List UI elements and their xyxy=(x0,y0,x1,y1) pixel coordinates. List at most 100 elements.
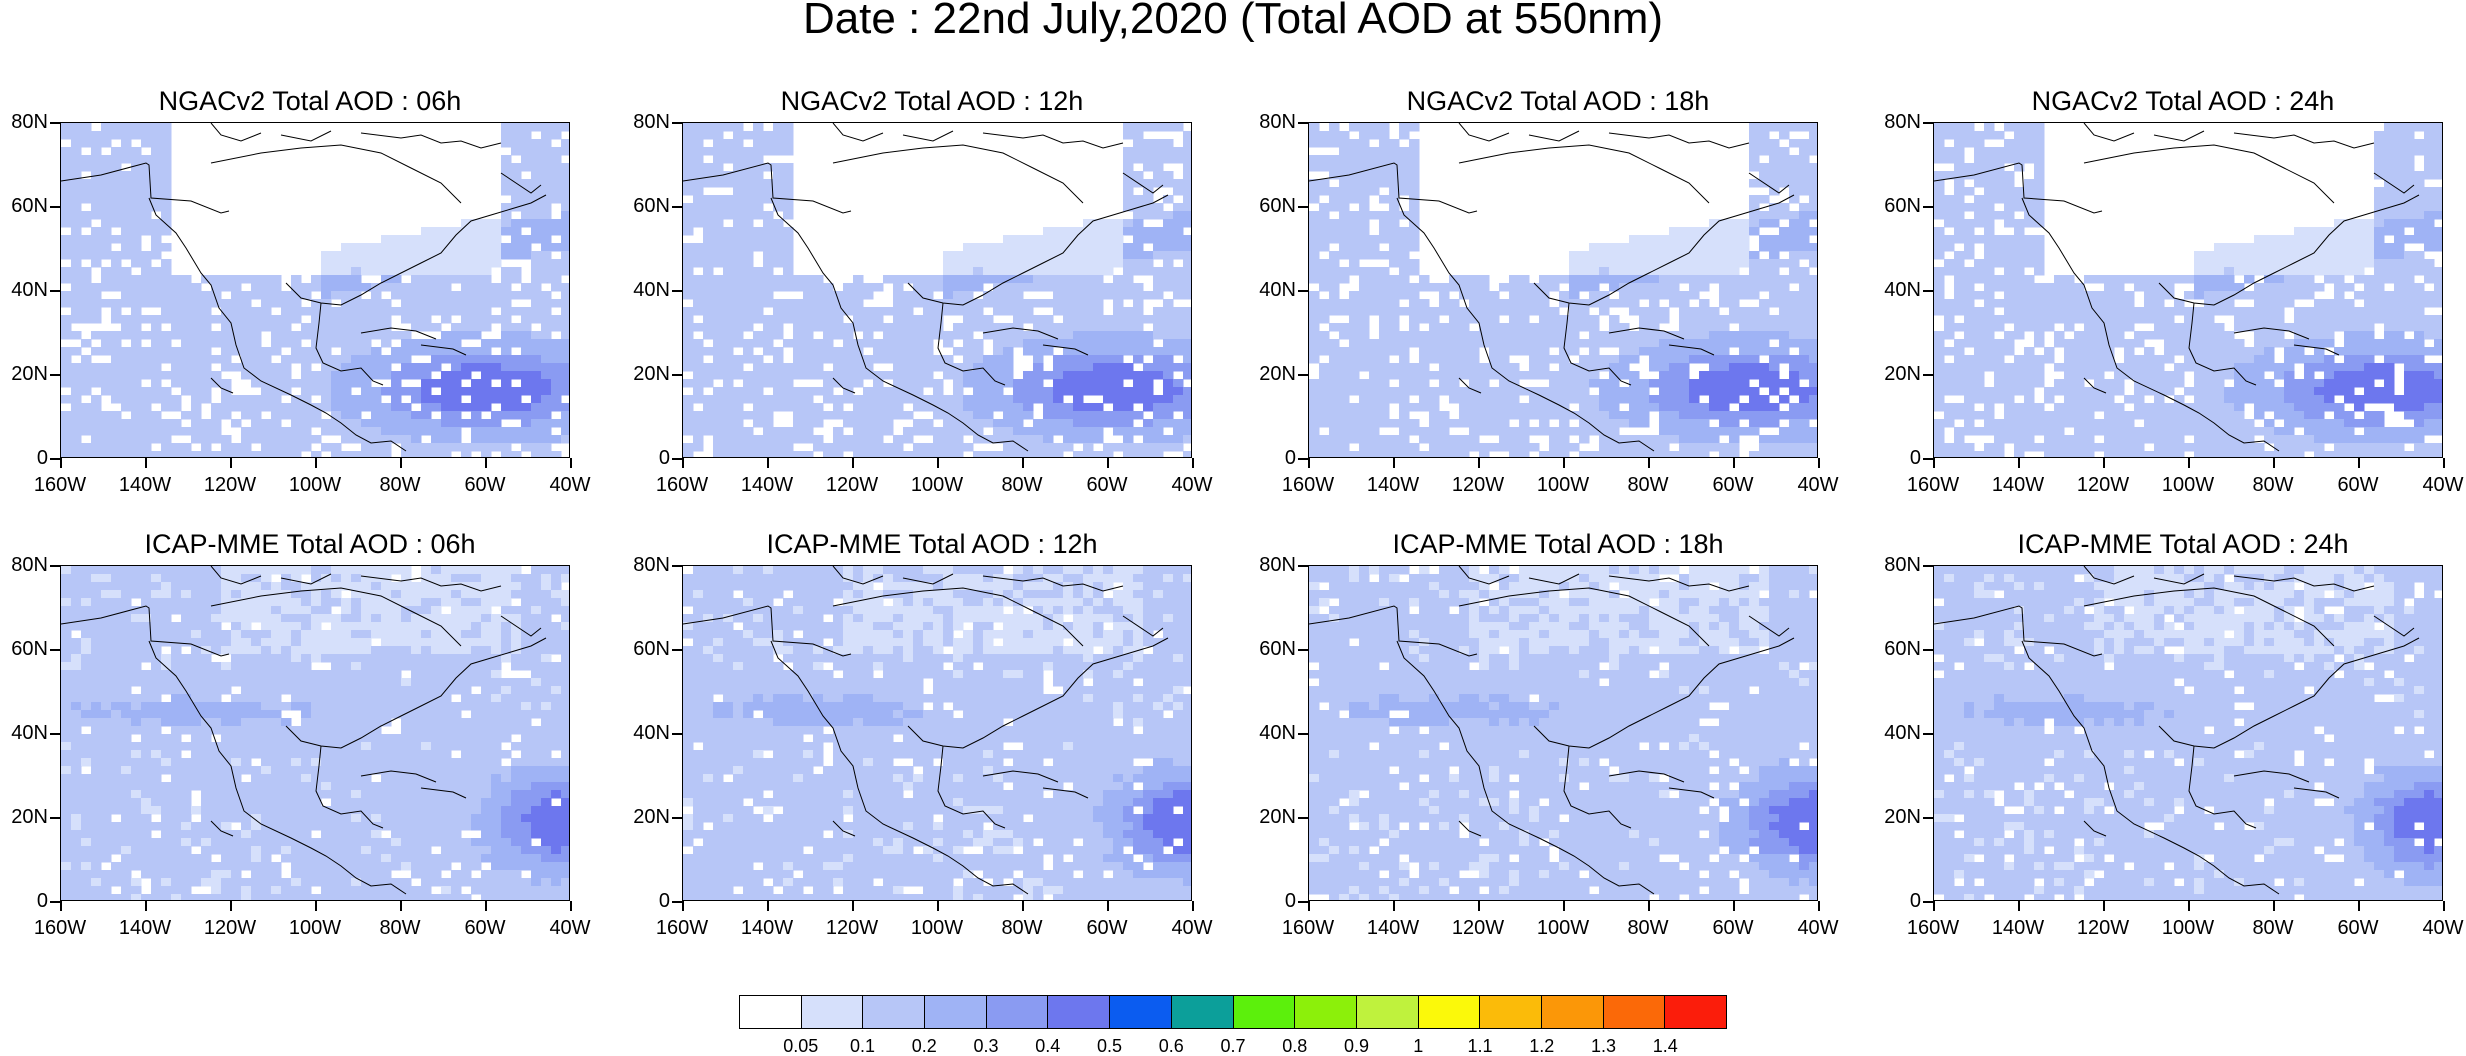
x-tick xyxy=(485,901,487,911)
y-tick-label: 0 xyxy=(36,890,48,912)
map-panel: ICAP-MME Total AOD : 06h 80N 60N 40N 20N 0 160… xyxy=(0,527,620,1007)
y-tick-label: 40N xyxy=(1884,279,1921,301)
x-tick-label: 40W xyxy=(2422,474,2464,496)
colorbar-label: 0.6 xyxy=(1158,1036,1184,1056)
x-tick xyxy=(2018,458,2020,468)
panel-title: NGACv2 Total AOD : 06h xyxy=(158,86,462,116)
y-tick-label: 60N xyxy=(633,195,670,217)
x-tick xyxy=(485,458,487,468)
x-tick-label: 140W xyxy=(118,917,172,939)
colorbar-cell xyxy=(1233,996,1296,1028)
y-tick xyxy=(1298,374,1308,376)
y-tick-label: 20N xyxy=(633,806,670,828)
y-tick xyxy=(1923,374,1933,376)
y-tick-label: 0 xyxy=(1284,447,1296,469)
coastline xyxy=(1934,123,2420,452)
y-tick-label: 80N xyxy=(633,111,670,133)
colorbar-cell xyxy=(740,996,802,1028)
y-tick-label: 80N xyxy=(1259,111,1296,133)
colorbar xyxy=(739,995,1727,1029)
y-tick xyxy=(672,374,682,376)
aod-map-svg xyxy=(683,566,1191,900)
coastline xyxy=(1934,566,2420,895)
x-tick-label: 80W xyxy=(379,474,421,496)
x-tick xyxy=(230,458,232,468)
x-tick-label: 140W xyxy=(1366,917,1420,939)
x-tick xyxy=(852,901,854,911)
y-tick-label: 40N xyxy=(633,722,670,744)
y-tick-label: 60N xyxy=(1259,638,1296,660)
x-tick xyxy=(145,901,147,911)
x-tick xyxy=(2188,458,2190,468)
x-tick xyxy=(2443,458,2445,468)
y-tick-label: 80N xyxy=(11,554,48,576)
map-panel: NGACv2 Total AOD : 18h 80N 60N 40N 20N 0 160W 1… xyxy=(1248,84,1868,564)
y-tick-label: 60N xyxy=(633,638,670,660)
x-tick-label: 120W xyxy=(1451,474,1505,496)
x-tick xyxy=(1393,901,1395,911)
x-tick xyxy=(2443,901,2445,911)
x-tick-label: 160W xyxy=(33,917,87,939)
y-tick xyxy=(1298,649,1308,651)
y-tick xyxy=(1298,901,1308,903)
colorbar-label: 1.1 xyxy=(1467,1036,1493,1056)
y-tick-label: 20N xyxy=(1884,363,1921,385)
colorbar-cell xyxy=(863,996,926,1028)
x-tick xyxy=(1563,901,1565,911)
colorbar-cell xyxy=(1603,996,1666,1028)
x-tick xyxy=(1308,458,1310,468)
x-tick-label: 120W xyxy=(203,474,257,496)
x-tick-label: 160W xyxy=(1906,474,1960,496)
panel-title: NGACv2 Total AOD : 12h xyxy=(780,86,1084,116)
y-tick xyxy=(50,458,60,460)
x-tick-label: 100W xyxy=(1536,474,1590,496)
x-tick-label: 100W xyxy=(2161,917,2215,939)
y-tick xyxy=(1298,733,1308,735)
colorbar-label: 0.2 xyxy=(911,1036,937,1056)
coastline xyxy=(1309,123,1795,452)
x-tick-label: 140W xyxy=(1991,474,2045,496)
aod-map-svg xyxy=(683,123,1191,457)
x-tick-label: 40W xyxy=(549,917,591,939)
colorbar-label: 0.8 xyxy=(1282,1036,1308,1056)
colorbar-cell xyxy=(801,996,864,1028)
x-tick-label: 120W xyxy=(2076,474,2130,496)
y-tick-label: 0 xyxy=(1909,447,1921,469)
x-tick xyxy=(2273,458,2275,468)
x-tick xyxy=(1818,458,1820,468)
x-tick-label: 40W xyxy=(1797,917,1839,939)
x-tick xyxy=(1933,901,1935,911)
y-tick-label: 20N xyxy=(633,363,670,385)
colorbar-cell xyxy=(1541,996,1604,1028)
x-tick-label: 120W xyxy=(203,917,257,939)
y-tick-label: 80N xyxy=(1884,554,1921,576)
y-tick xyxy=(1923,206,1933,208)
x-tick-label: 160W xyxy=(1906,917,1960,939)
x-tick xyxy=(1107,458,1109,468)
aod-map-svg xyxy=(1934,123,2442,457)
x-tick xyxy=(145,458,147,468)
y-tick xyxy=(50,817,60,819)
x-tick xyxy=(2188,901,2190,911)
colorbar-cell xyxy=(1480,996,1542,1028)
y-tick-label: 40N xyxy=(1259,722,1296,744)
y-tick xyxy=(1923,817,1933,819)
coastline xyxy=(1309,566,1795,895)
y-tick xyxy=(672,290,682,292)
map-panel: NGACv2 Total AOD : 24h 80N 60N 40N 20N 0 160W 1… xyxy=(1873,84,2466,564)
x-tick-label: 160W xyxy=(655,474,709,496)
x-tick-label: 60W xyxy=(464,917,506,939)
x-tick-label: 60W xyxy=(2337,474,2379,496)
x-tick-label: 120W xyxy=(1451,917,1505,939)
x-tick-label: 60W xyxy=(464,474,506,496)
panel-title: ICAP-MME Total AOD : 24h xyxy=(2017,529,2349,559)
colorbar-label: 1.3 xyxy=(1590,1036,1617,1056)
y-tick xyxy=(1298,458,1308,460)
x-tick xyxy=(1818,901,1820,911)
x-tick-label: 120W xyxy=(825,474,879,496)
x-tick-label: 60W xyxy=(1086,917,1128,939)
y-tick xyxy=(50,206,60,208)
y-tick-label: 80N xyxy=(1259,554,1296,576)
x-tick-label: 160W xyxy=(655,917,709,939)
coastline xyxy=(61,566,547,895)
